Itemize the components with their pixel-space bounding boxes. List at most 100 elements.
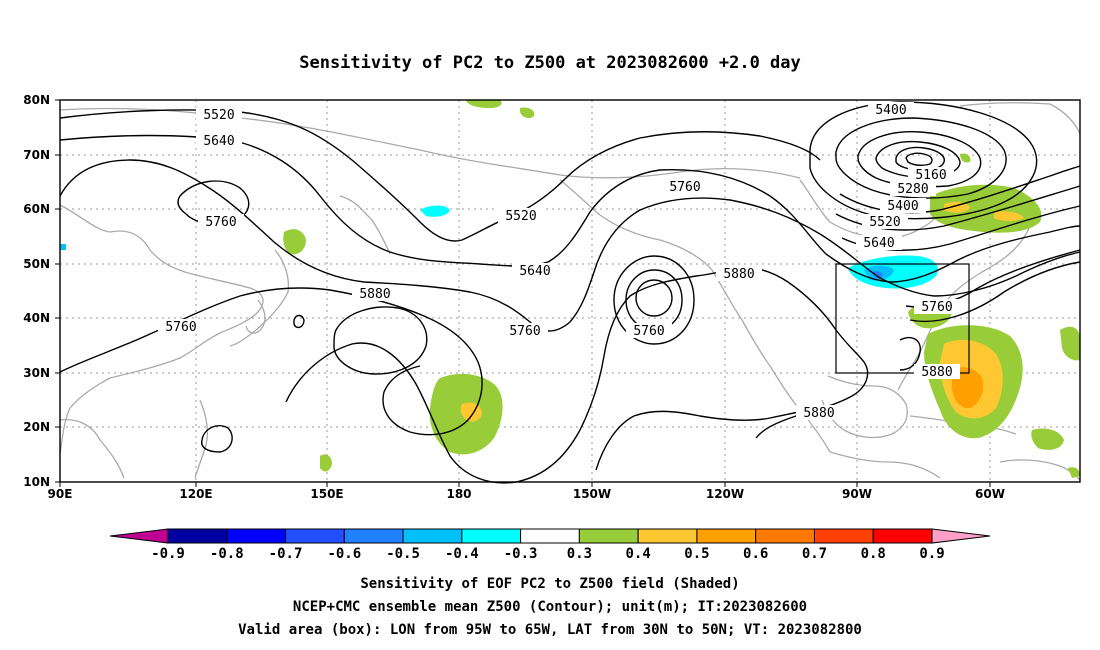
contour-label-text: 5760: [669, 180, 700, 195]
colorbar-labels: -0.9 -0.8 -0.7 -0.6 -0.5 -0.4 -0.3 0.3 0.4 0.5 0.6…: [151, 546, 945, 562]
contour-low-ring5: [895, 146, 945, 171]
colorbar: -0.9 -0.8 -0.7 -0.6 -0.5 -0.4 -0.3 0.3 0.4 0.5 0.6…: [109, 528, 991, 562]
contour-5880-closed: [333, 306, 428, 375]
coast-kamchatka: [339, 195, 391, 255]
figure-title: Sensitivity of PC2 to Z500 at 2023082600…: [299, 53, 801, 73]
contour-label-text: 5760: [509, 324, 540, 339]
colorbar-tick-label: -0.4: [445, 546, 479, 562]
colorbar-cells: [167, 528, 933, 544]
contour-label: 5760: [158, 319, 204, 335]
lon-label: 90E: [48, 487, 73, 501]
contour-label: 5400: [868, 102, 914, 118]
coast-gulf-of-mexico: [821, 375, 908, 439]
contour-label-text: 5400: [875, 103, 906, 118]
colorbar-cell: [285, 528, 345, 544]
contour-low-ring2: [835, 117, 1007, 199]
colorbar-tick-label: -0.6: [327, 546, 361, 562]
caption-valid-area: Valid area (box): LON from 95W to 65W, L…: [238, 622, 862, 638]
colorbar-tick-label: 0.9: [919, 546, 944, 562]
contour-5760-ring3: [635, 279, 673, 317]
contour-label: 5520: [862, 214, 908, 230]
contour-label: 5400: [880, 198, 926, 214]
contour-5520-west: [59, 109, 821, 242]
colorbar-high-arrow: [931, 528, 991, 544]
coast-korea: [245, 299, 266, 334]
contour-label-text: 5880: [723, 267, 754, 282]
contour-label: 5760: [502, 323, 548, 339]
latitude-labels: 80N 70N 60N 50N 40N 30N 20N 10N: [23, 93, 50, 489]
lat-label: 50N: [23, 257, 50, 271]
map-background: [60, 100, 1080, 482]
colorbar-tick-label: -0.7: [269, 546, 303, 562]
coast-central-america: [829, 451, 941, 479]
colorbar-tick-label: 0.5: [684, 546, 709, 562]
colorbar-cell: [520, 528, 580, 544]
contour-label-text: 5640: [863, 236, 894, 251]
contour-label: 5640: [512, 263, 558, 279]
shade-positive-greenland-small: [960, 153, 971, 163]
contour-small-closed-japan: [293, 314, 305, 329]
contour-label-text: 5400: [887, 199, 918, 214]
shade-positive-arctic-b: [520, 107, 535, 119]
contour-small-closed-sc: [201, 424, 233, 453]
contour-label-text: 5160: [915, 168, 946, 183]
contour-label: 5520: [196, 107, 242, 123]
contour-label: 5760: [198, 214, 244, 230]
contour-5880-central: [285, 267, 737, 484]
coast-indochina: [59, 419, 125, 479]
colorbar-cell: [755, 528, 815, 544]
colorbar-tick-label: 0.6: [743, 546, 768, 562]
axis-ticks: [55, 99, 991, 487]
valid-area-box: [835, 263, 970, 374]
colorbar-cell: [872, 528, 933, 544]
contour-5760-east2: [909, 261, 1081, 323]
contour-label-text: 5760: [205, 215, 236, 230]
contour-label-text: 5880: [359, 287, 390, 302]
colorbar-cell: [343, 528, 404, 544]
lon-label: 150E: [310, 487, 343, 501]
lat-label: 80N: [23, 93, 50, 107]
contour-low-ring3: [857, 131, 982, 188]
colorbar-tick-label: 0.8: [861, 546, 886, 562]
contour-label: 5760: [914, 299, 960, 315]
colorbar-cell: [167, 528, 228, 544]
colorbar-tick-label: 0.4: [626, 546, 651, 562]
lat-label: 10N: [23, 475, 50, 489]
contour-5760-ring1: [613, 255, 695, 345]
lat-label: 30N: [23, 366, 50, 380]
contour-label: 5160: [908, 167, 954, 183]
lon-label: 90W: [842, 487, 872, 501]
contour-label-text: 5880: [921, 365, 952, 380]
colorbar-cell: [402, 528, 463, 544]
colorbar-cell: [637, 528, 698, 544]
shade-positive-japan: [283, 229, 306, 255]
shade-positive-caribbean: [1031, 428, 1064, 450]
contour-label: 5760: [626, 323, 672, 339]
lat-label: 70N: [23, 148, 50, 162]
contour-label: 5880: [716, 266, 762, 282]
contour-5880-bermuda: [899, 336, 921, 371]
contour-label-text: 5520: [505, 209, 536, 224]
map-frame: [59, 99, 1081, 483]
colorbar-tick-label: -0.5: [386, 546, 420, 562]
colorbar-cell: [696, 528, 757, 544]
lon-label: 120W: [706, 487, 744, 501]
colorbar-cell: [578, 528, 639, 544]
shade-yellow-labrador-b: [994, 211, 1024, 221]
contour-label: 5640: [196, 133, 242, 149]
lat-label: 20N: [23, 420, 50, 434]
colorbar-low-arrow: [109, 528, 169, 544]
contour-label-text: 5760: [165, 320, 196, 335]
coast-asia: [59, 204, 264, 456]
shade-yellow-labrador-a: [944, 201, 970, 213]
shade-negative-edge: [60, 244, 66, 250]
shade-positive-east-atlantic: [1060, 326, 1080, 361]
colorbar-cell: [461, 528, 522, 544]
coast-japan: [229, 249, 290, 347]
lon-label: 60W: [975, 487, 1005, 501]
contour-low-ring6: [905, 152, 933, 167]
shade-positive-pacific-small: [320, 454, 332, 472]
contour-label: 5520: [498, 208, 544, 224]
contour-label-text: 5760: [633, 324, 664, 339]
longitude-labels: 90E 120E 150E 180 150W 120W 90W 60W: [48, 487, 1005, 501]
